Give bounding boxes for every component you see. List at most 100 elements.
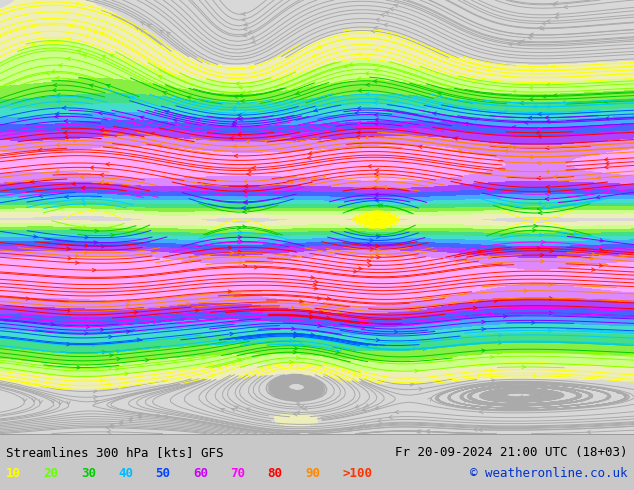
FancyArrowPatch shape (384, 24, 387, 27)
FancyArrowPatch shape (165, 110, 169, 114)
FancyArrowPatch shape (67, 247, 70, 250)
FancyArrowPatch shape (248, 91, 251, 94)
FancyArrowPatch shape (126, 319, 129, 322)
FancyArrowPatch shape (136, 27, 140, 30)
FancyArrowPatch shape (100, 328, 104, 331)
FancyArrowPatch shape (512, 307, 515, 310)
FancyArrowPatch shape (195, 309, 199, 312)
FancyArrowPatch shape (375, 179, 378, 183)
FancyArrowPatch shape (376, 339, 380, 342)
FancyArrowPatch shape (375, 253, 379, 256)
FancyArrowPatch shape (317, 45, 321, 48)
FancyArrowPatch shape (230, 251, 233, 255)
FancyArrowPatch shape (81, 186, 85, 190)
FancyArrowPatch shape (247, 172, 250, 176)
FancyArrowPatch shape (84, 244, 88, 247)
FancyArrowPatch shape (292, 327, 295, 330)
FancyArrowPatch shape (538, 211, 542, 215)
FancyArrowPatch shape (482, 349, 485, 352)
FancyArrowPatch shape (482, 327, 485, 331)
FancyArrowPatch shape (243, 225, 246, 228)
FancyArrowPatch shape (438, 92, 442, 96)
FancyArrowPatch shape (355, 125, 359, 128)
FancyArrowPatch shape (477, 249, 481, 253)
FancyArrowPatch shape (552, 3, 555, 6)
FancyArrowPatch shape (387, 217, 391, 220)
FancyArrowPatch shape (410, 383, 414, 386)
FancyArrowPatch shape (535, 218, 539, 221)
FancyArrowPatch shape (377, 248, 380, 252)
FancyArrowPatch shape (542, 22, 545, 25)
FancyArrowPatch shape (373, 186, 377, 190)
FancyArrowPatch shape (65, 195, 68, 198)
FancyArrowPatch shape (359, 267, 362, 270)
FancyArrowPatch shape (417, 430, 421, 433)
FancyArrowPatch shape (541, 245, 544, 248)
FancyArrowPatch shape (53, 83, 57, 87)
FancyArrowPatch shape (541, 260, 544, 263)
FancyArrowPatch shape (549, 297, 553, 300)
FancyArrowPatch shape (236, 82, 239, 85)
FancyArrowPatch shape (592, 252, 595, 256)
FancyArrowPatch shape (547, 20, 550, 23)
FancyArrowPatch shape (605, 191, 609, 194)
Text: 90: 90 (305, 467, 320, 480)
FancyArrowPatch shape (531, 321, 535, 324)
FancyArrowPatch shape (239, 86, 242, 89)
FancyArrowPatch shape (384, 185, 387, 189)
FancyArrowPatch shape (374, 122, 378, 125)
FancyArrowPatch shape (77, 366, 81, 369)
FancyArrowPatch shape (600, 329, 603, 332)
FancyArrowPatch shape (237, 226, 241, 230)
FancyArrowPatch shape (246, 140, 249, 143)
FancyArrowPatch shape (237, 117, 240, 120)
FancyArrowPatch shape (300, 343, 303, 346)
FancyArrowPatch shape (200, 182, 204, 186)
FancyArrowPatch shape (160, 30, 164, 33)
FancyArrowPatch shape (86, 325, 90, 328)
FancyArrowPatch shape (101, 245, 105, 248)
FancyArrowPatch shape (244, 201, 247, 204)
FancyArrowPatch shape (237, 358, 241, 362)
FancyArrowPatch shape (65, 136, 68, 139)
FancyArrowPatch shape (314, 109, 318, 112)
FancyArrowPatch shape (541, 241, 545, 244)
FancyArrowPatch shape (389, 35, 392, 39)
FancyArrowPatch shape (376, 235, 380, 239)
FancyArrowPatch shape (151, 132, 154, 136)
FancyArrowPatch shape (562, 101, 566, 104)
FancyArrowPatch shape (474, 299, 477, 302)
FancyArrowPatch shape (390, 8, 394, 11)
FancyArrowPatch shape (90, 209, 94, 213)
FancyArrowPatch shape (291, 389, 294, 392)
FancyArrowPatch shape (30, 180, 34, 183)
FancyArrowPatch shape (596, 196, 600, 199)
FancyArrowPatch shape (512, 125, 515, 129)
FancyArrowPatch shape (242, 111, 246, 115)
FancyArrowPatch shape (498, 334, 502, 337)
FancyArrowPatch shape (107, 84, 110, 88)
FancyArrowPatch shape (600, 351, 603, 354)
FancyArrowPatch shape (313, 283, 316, 287)
FancyArrowPatch shape (533, 105, 537, 108)
FancyArrowPatch shape (39, 399, 42, 403)
FancyArrowPatch shape (553, 94, 557, 97)
FancyArrowPatch shape (243, 27, 247, 30)
FancyArrowPatch shape (234, 95, 238, 98)
FancyArrowPatch shape (426, 430, 429, 433)
Text: 10: 10 (6, 467, 22, 480)
FancyArrowPatch shape (233, 122, 236, 126)
FancyArrowPatch shape (309, 310, 313, 314)
FancyArrowPatch shape (120, 420, 123, 424)
FancyArrowPatch shape (546, 192, 549, 196)
FancyArrowPatch shape (358, 425, 362, 428)
FancyArrowPatch shape (250, 36, 255, 39)
FancyArrowPatch shape (618, 391, 621, 393)
FancyArrowPatch shape (349, 427, 353, 430)
FancyArrowPatch shape (519, 395, 522, 398)
FancyArrowPatch shape (228, 246, 232, 249)
FancyArrowPatch shape (34, 235, 37, 238)
FancyArrowPatch shape (84, 35, 88, 38)
FancyArrowPatch shape (358, 89, 361, 92)
FancyArrowPatch shape (385, 11, 389, 14)
